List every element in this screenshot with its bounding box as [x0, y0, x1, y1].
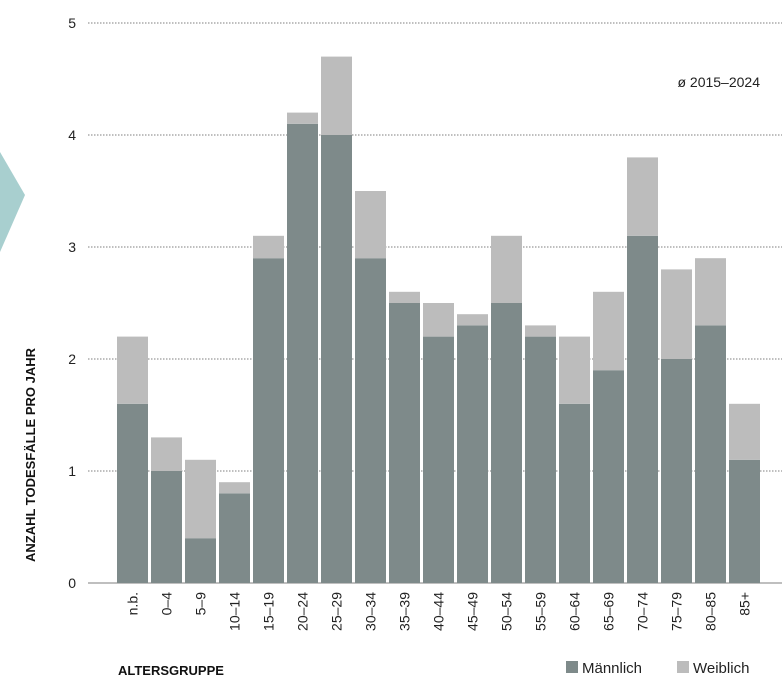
x-tick-label-20-24: 20–24: [295, 592, 311, 631]
x-tick-label-50-54: 50–54: [499, 592, 515, 631]
y-tick-label-2: 2: [68, 351, 76, 367]
bar-maennlich-75-79: [661, 359, 692, 583]
bar-weiblich-80-85: [695, 258, 726, 326]
bar-maennlich-50-54: [491, 303, 522, 583]
legend-swatch-maennlich: [566, 661, 578, 673]
bar-weiblich-30-34: [355, 191, 386, 259]
bar-maennlich-25-29: [321, 135, 352, 583]
legend-label-maennlich: Männlich: [582, 660, 642, 677]
x-axis-title: ALTERSGRUPPE: [118, 663, 224, 678]
bar-weiblich-35-39: [389, 291, 420, 303]
bar-maennlich-70-74: [627, 235, 658, 584]
bar-weiblich-70-74: [627, 157, 658, 236]
x-tick-label-n-b: n.b.: [125, 592, 141, 615]
bar-maennlich-80-85: [695, 325, 726, 583]
y-tick-label-1: 1: [68, 463, 76, 479]
y-tick-label-5: 5: [68, 15, 76, 31]
y-tick-label-0: 0: [68, 575, 76, 591]
bar-maennlich-10-14: [219, 493, 250, 583]
bar-maennlich-35-39: [389, 303, 420, 583]
x-tick-label-60-64: 60–64: [567, 592, 583, 631]
bar-maennlich-65-69: [593, 370, 624, 583]
legend-swatch-weiblich: [677, 661, 689, 673]
bar-maennlich-40-44: [423, 336, 454, 583]
y-tick-label-3: 3: [68, 239, 76, 255]
bar-maennlich-20-24: [287, 123, 318, 584]
bar-maennlich-85: [729, 459, 760, 583]
bar-weiblich-55-59: [525, 325, 556, 337]
x-tick-label-55-59: 55–59: [533, 592, 549, 631]
bar-weiblich-50-54: [491, 235, 522, 303]
bar-weiblich-10-14: [219, 482, 250, 494]
bar-weiblich-n-b: [117, 336, 148, 404]
x-tick-labels: n.b. 0–4 5–9 10–14 15–19 20–24 25–29 30–34 35–39…: [125, 592, 753, 631]
y-axis-title: ANZAHL TODESFÄLLE PRO JAHR: [23, 347, 38, 562]
x-tick-label-15-19: 15–19: [261, 592, 277, 631]
annotation-period: ø 2015–2024: [677, 74, 760, 90]
decorative-arrow-shape: [0, 152, 25, 252]
bar-maennlich-5-9: [185, 538, 216, 583]
bar-weiblich-0-4: [151, 437, 182, 471]
bar-weiblich-5-9: [185, 459, 216, 539]
legend: Männlich Weiblich: [566, 660, 749, 677]
bar-maennlich-60-64: [559, 403, 590, 583]
x-tick-label-5-9: 5–9: [193, 592, 209, 616]
x-tick-label-40-44: 40–44: [431, 592, 447, 631]
x-tick-label-70-74: 70–74: [635, 592, 651, 631]
bar-maennlich-15-19: [253, 258, 284, 583]
bar-maennlich-55-59: [525, 336, 556, 583]
x-tick-label-35-39: 35–39: [397, 592, 413, 631]
bar-weiblich-45-49: [457, 314, 488, 326]
bar-weiblich-60-64: [559, 336, 590, 404]
bar-weiblich-65-69: [593, 291, 624, 371]
bar-weiblich-20-24: [287, 112, 318, 124]
legend-label-weiblich: Weiblich: [693, 660, 749, 677]
bars: [117, 56, 760, 584]
x-tick-label-85: 85+: [737, 592, 753, 616]
bar-weiblich-15-19: [253, 235, 284, 259]
bar-maennlich-0-4: [151, 471, 182, 583]
bar-weiblich-40-44: [423, 303, 454, 337]
x-tick-label-80-85: 80–85: [703, 592, 719, 631]
x-tick-label-0-4: 0–4: [159, 592, 175, 616]
x-tick-label-30-34: 30–34: [363, 592, 379, 631]
bar-maennlich-n-b: [117, 403, 148, 583]
x-tick-label-65-69: 65–69: [601, 592, 617, 631]
bar-maennlich-30-34: [355, 258, 386, 583]
x-tick-label-25-29: 25–29: [329, 592, 345, 631]
x-tick-label-75-79: 75–79: [669, 592, 685, 631]
bar-maennlich-45-49: [457, 325, 488, 583]
bar-weiblich-85: [729, 403, 760, 460]
bar-weiblich-75-79: [661, 269, 692, 359]
y-tick-labels: 0 1 2 3 4 5: [68, 15, 76, 591]
bar-weiblich-25-29: [321, 56, 352, 135]
x-tick-label-10-14: 10–14: [227, 592, 243, 631]
x-tick-label-45-49: 45–49: [465, 592, 481, 631]
y-tick-label-4: 4: [68, 127, 76, 143]
